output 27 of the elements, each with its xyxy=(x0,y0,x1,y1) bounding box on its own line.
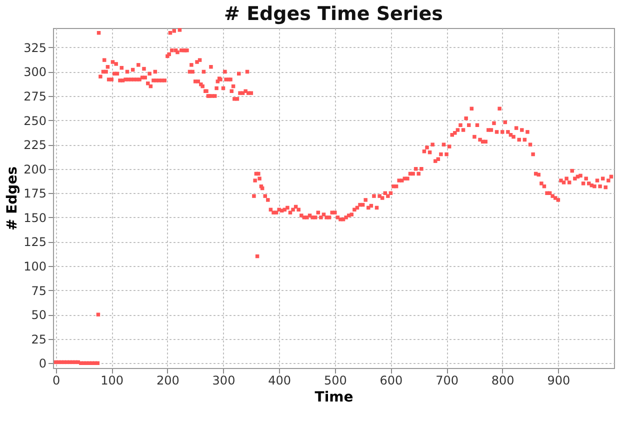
x-tick-label: 100 xyxy=(100,374,124,388)
x-tick-label: 700 xyxy=(436,374,458,388)
y-tick-label: 250 xyxy=(24,114,46,128)
x-tick-label: 800 xyxy=(491,374,514,388)
y-tick-label: 25 xyxy=(31,332,46,346)
x-tick-label: 500 xyxy=(324,374,347,388)
y-axis-title: # Edges xyxy=(4,166,21,231)
x-axis-title: Time xyxy=(314,390,354,406)
x-tick-label: 600 xyxy=(380,374,403,388)
y-tick-label: 175 xyxy=(24,186,46,201)
x-tick-label: 900 xyxy=(547,374,570,388)
y-tick-label: 300 xyxy=(24,65,46,80)
y-tick-label: 325 xyxy=(24,40,46,55)
y-tick-label: 50 xyxy=(31,308,46,322)
y-tick-label: 150 xyxy=(24,210,46,225)
y-tick-label: 275 xyxy=(24,90,46,104)
y-tick-label: 75 xyxy=(31,284,46,298)
y-tick-label: 125 xyxy=(24,235,46,250)
y-tick-label: 200 xyxy=(24,162,46,176)
chart-title: # Edges Time Series xyxy=(224,3,443,25)
x-tick-label: 300 xyxy=(212,374,236,388)
x-tick-label: 0 xyxy=(52,374,60,388)
y-tick-label: 225 xyxy=(24,138,46,152)
y-tick-label: 0 xyxy=(38,356,46,371)
x-tick-label: 400 xyxy=(268,374,292,388)
y-tick-label: 100 xyxy=(24,260,46,274)
x-tick-label: 200 xyxy=(156,374,180,388)
